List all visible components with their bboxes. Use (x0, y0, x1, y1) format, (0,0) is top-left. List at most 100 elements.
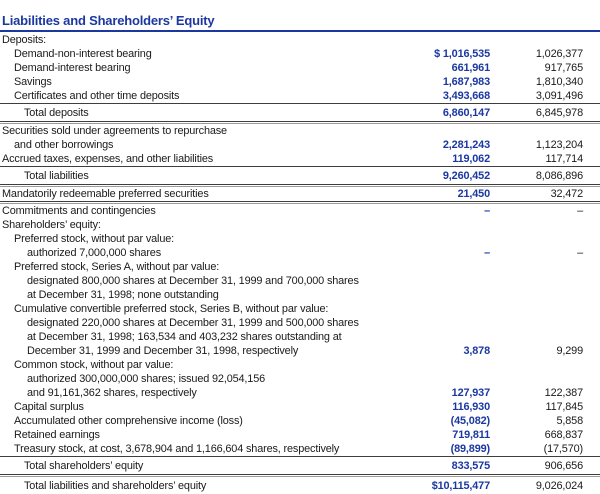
row-label: designated 220,000 shares at December 31… (27, 317, 359, 329)
value-1998: (17,570) (543, 443, 584, 455)
row-label: Total liabilities and shareholders’ equi… (24, 479, 207, 492)
table-row: and 91,161,362 shares, respectively 127,… (0, 386, 583, 400)
value-1999: 9,260,452 (442, 169, 490, 182)
value-1999: – (484, 247, 490, 259)
table-row: December 31, 1999 and December 31, 1998,… (0, 344, 583, 358)
value-1999: $ 1,016,535 (434, 48, 490, 60)
row-label: and other borrowings (14, 139, 114, 151)
row-label: at December 31, 1998; 163,534 and 403,23… (27, 331, 342, 343)
horizontal-rule-single (0, 166, 600, 167)
value-1999: 2,281,243 (442, 139, 490, 151)
table-row: authorized 7,000,000 shares – – (0, 246, 583, 260)
row-label: Common stock, without par value: (14, 359, 174, 371)
row-label: Certificates and other time deposits (14, 90, 180, 102)
value-1998: 122,387 (544, 387, 583, 399)
value-1999: – (484, 205, 490, 217)
table-row: Securities sold under agreements to repu… (0, 124, 583, 138)
table-row: Accrued taxes, expenses, and other liabi… (0, 152, 583, 166)
value-1998: 8,086,896 (535, 169, 583, 182)
table-row: designated 220,000 shares at December 31… (0, 316, 583, 330)
row-label: authorized 300,000,000 shares; issued 92… (27, 373, 266, 385)
table-row: Treasury stock, at cost, 3,678,904 and 1… (0, 442, 583, 456)
value-1998: 9,026,024 (535, 479, 583, 492)
table-row: Mandatorily redeemable preferred securit… (0, 187, 583, 201)
row-label: Capital surplus (14, 401, 84, 413)
row-label: Treasury stock, at cost, 3,678,904 and 1… (14, 443, 340, 455)
value-1998: 6,845,978 (535, 106, 583, 119)
row-label: Accumulated other comprehensive income (… (14, 415, 243, 427)
horizontal-rule-double (0, 121, 600, 124)
row-label: Deposits: (2, 34, 47, 46)
section-title: Liabilities and Shareholders’ Equity (2, 13, 215, 28)
row-label: Total deposits (24, 106, 89, 119)
row-label: December 31, 1999 and December 31, 1998,… (27, 345, 299, 357)
table-row: Demand-interest bearing 661,961 917,765 (0, 61, 583, 75)
row-label: Total shareholders’ equity (24, 459, 144, 472)
table-row: Certificates and other time deposits 3,4… (0, 89, 583, 103)
table-row: Savings 1,687,983 1,810,340 (0, 75, 583, 89)
table-row: Deposits: (0, 33, 583, 47)
horizontal-rule-double (0, 474, 600, 477)
row-label: Demand-non-interest bearing (14, 48, 152, 60)
value-1999: 119,062 (452, 153, 490, 165)
horizontal-rule-double (0, 184, 600, 187)
table-row: at December 31, 1998; 163,534 and 403,23… (0, 330, 583, 344)
table-row: designated 800,000 shares at December 31… (0, 274, 583, 288)
value-1998: – (577, 247, 583, 259)
row-label: authorized 7,000,000 shares (27, 247, 161, 259)
value-1998: 906,656 (544, 459, 583, 472)
table-row: Total liabilities and shareholders’ equi… (0, 477, 583, 494)
value-1998: 5,858 (556, 415, 583, 427)
row-label: Demand-interest bearing (14, 62, 131, 74)
value-1999: 719,811 (452, 429, 490, 441)
title-rule (0, 30, 600, 32)
table-row: and other borrowings 2,281,243 1,123,204 (0, 138, 583, 152)
value-1998: 1,123,204 (535, 139, 583, 151)
value-1998: 1,810,340 (535, 76, 583, 88)
table-row: Cumulative convertible preferred stock, … (0, 302, 583, 316)
value-1999: 21,450 (457, 188, 491, 200)
row-label: Accrued taxes, expenses, and other liabi… (2, 153, 214, 165)
table-row: Total deposits 6,860,147 6,845,978 (0, 104, 583, 121)
value-1999: $10,115,477 (431, 479, 490, 492)
table-row: Capital surplus 116,930 117,845 (0, 400, 583, 414)
row-label: Shareholders’ equity: (2, 219, 101, 231)
row-label: Total liabilities (24, 169, 89, 182)
table-row: Common stock, without par value: (0, 358, 583, 372)
horizontal-rule-single (0, 456, 600, 457)
value-1998: 117,845 (545, 401, 583, 413)
table-row: Preferred stock, without par value: (0, 232, 583, 246)
row-label: Preferred stock, Series A, without par v… (14, 261, 220, 273)
value-1998: 9,299 (556, 345, 583, 357)
value-1999: 661,961 (451, 62, 490, 74)
horizontal-rule-double (0, 201, 600, 204)
horizontal-rule-single (0, 103, 600, 104)
value-1998: 3,091,496 (535, 90, 583, 102)
table-row: Total shareholders’ equity 833,575 906,6… (0, 457, 583, 474)
table-row: Preferred stock, Series A, without par v… (0, 260, 583, 274)
value-1999: 127,937 (451, 387, 490, 399)
table-row: Accumulated other comprehensive income (… (0, 414, 583, 428)
table-row: Demand-non-interest bearing $ 1,016,535 … (0, 47, 583, 61)
row-label: Cumulative convertible preferred stock, … (14, 303, 329, 315)
financial-table: Deposits: Demand-non-interest bearing $ … (0, 32, 600, 494)
value-1999: 3,878 (463, 345, 490, 357)
row-label: Retained earnings (14, 429, 100, 441)
table-row: Retained earnings 719,811 668,837 (0, 428, 583, 442)
value-1999: 116,930 (452, 401, 490, 413)
value-1999: (89,899) (450, 443, 491, 455)
table-row: Shareholders’ equity: (0, 218, 583, 232)
value-1998: 32,472 (550, 188, 584, 200)
row-label: at December 31, 1998; none outstanding (27, 289, 219, 301)
value-1999: 3,493,668 (442, 90, 490, 102)
value-1998: 117,714 (545, 153, 583, 165)
row-label: Securities sold under agreements to repu… (2, 125, 227, 137)
value-1999: 833,575 (451, 459, 490, 472)
row-label: designated 800,000 shares at December 31… (27, 275, 359, 287)
value-1998: 668,837 (544, 429, 583, 441)
value-1999: 1,687,983 (442, 76, 490, 88)
row-label: Savings (14, 76, 52, 88)
row-label: Mandatorily redeemable preferred securit… (2, 188, 209, 200)
row-label: and 91,161,362 shares, respectively (27, 387, 197, 399)
